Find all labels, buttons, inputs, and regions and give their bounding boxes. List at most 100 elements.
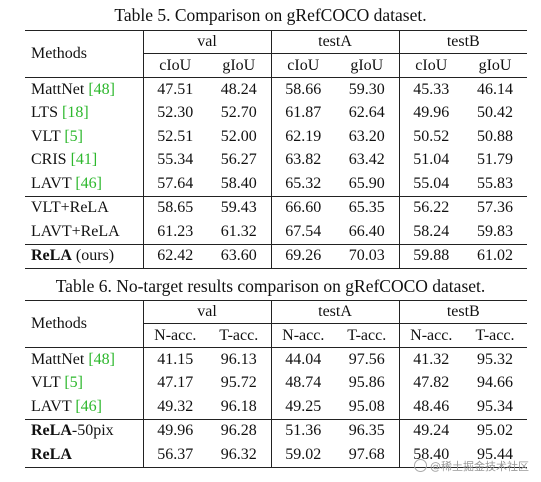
- value-cell: 69.26: [270, 243, 336, 269]
- metric-header: N-acc.: [398, 323, 464, 348]
- metric-header: gIoU: [222, 56, 256, 74]
- value-cell: 41.15: [142, 347, 207, 372]
- method-cell: MattNet [48]: [25, 77, 143, 102]
- table5-caption: Table 5. Comparison on gRefCOCO dataset.: [114, 5, 427, 25]
- value-cell: 62.64: [348, 104, 385, 122]
- value-cell: 63.42: [348, 151, 385, 169]
- table-row: ReLA-50pix 49.96 96.28 51.36 96.35 49.24 95.02: [25, 418, 528, 443]
- table-row: VLT [5] 47.17 95.72 48.74 95.86 47.82 94.66: [25, 371, 527, 395]
- metric-header: N-acc.: [270, 323, 336, 348]
- value-cell: 63.82: [270, 148, 336, 172]
- value-cell: 63.60: [207, 243, 272, 269]
- value-cell: 58.66: [270, 77, 336, 102]
- table-row: LAVT+ReLA 61.23 61.32 67.54 66.40 58.24 59.83: [25, 220, 527, 244]
- method-cell: VLT+ReLA: [25, 195, 143, 220]
- table-row: CRIS [41] 55.34 56.27 63.82 63.42 51.04 51.79: [25, 148, 527, 172]
- value-cell: 57.36: [463, 195, 528, 220]
- citation-link[interactable]: [48]: [88, 80, 115, 98]
- value-cell: 52.30: [142, 101, 207, 125]
- method-name: MattNet: [31, 80, 89, 98]
- method-cell: LTS [18]: [25, 102, 143, 126]
- value-cell: 58.40: [220, 174, 257, 192]
- table-row: LAVT [46] 49.32 96.18 49.25 95.08 48.46 95.34: [25, 395, 527, 419]
- metric-header: T-acc.: [347, 326, 387, 344]
- table-row: VLT [5] 52.51 52.00 62.19 63.20 50.52 50.88: [25, 125, 527, 149]
- group-header-val: val: [142, 30, 272, 54]
- value-cell: 58.65: [142, 195, 207, 220]
- value-cell: 47.17: [142, 371, 207, 395]
- value-cell: 61.23: [142, 220, 207, 244]
- value-cell: 96.13: [207, 347, 272, 372]
- value-cell: 58.24: [398, 220, 464, 244]
- method-name: LAVT: [31, 174, 76, 192]
- value-cell: 55.04: [398, 172, 464, 196]
- metric-header: cIoU: [398, 53, 464, 78]
- table6-caption: Table 6. No-target results comparison on…: [55, 276, 486, 296]
- value-cell: 47.51: [142, 77, 207, 102]
- value-cell: 70.03: [335, 243, 400, 269]
- value-cell: 96.28: [207, 418, 272, 443]
- citation-link[interactable]: [48]: [88, 350, 115, 368]
- table-row: LTS [18] 52.30 52.70 61.87 62.64 49.96 50.42: [25, 101, 527, 126]
- value-cell: 50.52: [398, 125, 464, 149]
- value-cell: 95.44: [463, 443, 528, 468]
- method-cell: ReLA-50pix: [25, 418, 143, 443]
- value-cell: 59.30: [335, 77, 400, 102]
- value-cell: 51.79: [477, 151, 514, 169]
- value-cell: 65.32: [270, 172, 336, 196]
- value-cell: 50.42: [477, 104, 514, 122]
- table-row: MattNet [48] 41.15 96.13 44.04 97.56 41.32 95.…: [25, 347, 528, 372]
- citation-link[interactable]: [46]: [75, 397, 102, 415]
- method-cell: LAVT+ReLA: [25, 220, 143, 244]
- table-row: LAVT [46] 57.64 58.40 65.32 65.90 55.04 55.83: [25, 172, 527, 196]
- group-header-testA: testA: [270, 30, 400, 54]
- value-cell: 59.43: [207, 195, 272, 220]
- value-cell: 49.25: [270, 395, 336, 419]
- method-suffix: (ours): [71, 247, 115, 265]
- value-cell: 95.86: [348, 374, 385, 392]
- value-cell: 45.33: [398, 77, 464, 102]
- citation-link[interactable]: [46]: [75, 174, 102, 192]
- table-row: MattNet [48] 47.51 48.24 58.66 59.30 45.33 46.…: [25, 77, 528, 102]
- metric-header: cIoU: [142, 53, 207, 78]
- method-cell: ReLA (ours): [25, 243, 143, 269]
- value-cell: 95.32: [463, 347, 528, 372]
- watermark-logo-icon: [414, 459, 427, 472]
- value-cell: 95.72: [220, 374, 257, 392]
- value-cell: 49.96: [142, 418, 207, 443]
- method-name: VLT: [31, 127, 65, 145]
- value-cell: 97.56: [335, 347, 400, 372]
- value-cell: 61.02: [463, 243, 528, 269]
- value-cell: 59.02: [270, 443, 336, 468]
- value-cell: 94.66: [477, 374, 514, 392]
- citation-link[interactable]: [18]: [61, 104, 89, 122]
- value-cell: 59.88: [398, 243, 464, 269]
- value-cell: 96.18: [220, 397, 257, 415]
- value-cell: 49.24: [398, 418, 464, 443]
- table-row: ReLA 56.37 96.32 59.02 97.68 58.40 95.44: [25, 443, 528, 468]
- value-cell: 55.34: [142, 148, 207, 172]
- citation-link[interactable]: [41]: [70, 151, 98, 169]
- value-cell: 52.00: [220, 127, 257, 145]
- value-cell: 95.34: [477, 397, 514, 415]
- table6: Methods val testA testB N-acc. T-acc. N-…: [25, 300, 528, 468]
- watermark-text: @稀土掘金技术社区: [430, 460, 529, 473]
- value-cell: 62.19: [270, 125, 336, 149]
- value-cell: 62.42: [142, 243, 207, 269]
- method-name: LAVT+ReLA: [31, 222, 120, 240]
- value-cell: 49.96: [398, 101, 464, 125]
- citation-link[interactable]: [5]: [64, 374, 83, 392]
- method-name: VLT: [31, 374, 65, 392]
- value-cell: 52.70: [220, 104, 257, 122]
- metric-header: T-acc.: [475, 326, 515, 344]
- value-cell: 52.51: [142, 125, 207, 149]
- citation-link[interactable]: [5]: [64, 127, 83, 145]
- method-name: ReLA: [31, 247, 72, 265]
- method-name: ReLA: [31, 422, 72, 440]
- method-cell: MattNet [48]: [25, 347, 143, 372]
- method-cell: LAVT [46]: [25, 395, 143, 419]
- value-cell: 49.32: [142, 395, 207, 419]
- metric-header: N-acc.: [142, 323, 207, 348]
- method-name: MattNet: [31, 350, 89, 368]
- metric-header: cIoU: [270, 53, 336, 78]
